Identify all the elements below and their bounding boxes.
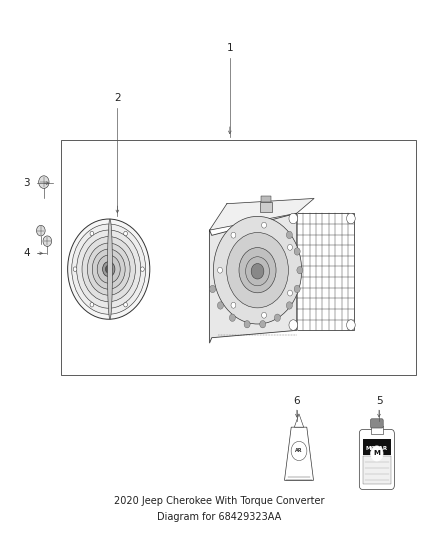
Circle shape (274, 314, 280, 321)
Text: 1: 1 (226, 43, 233, 53)
Circle shape (90, 231, 94, 236)
Circle shape (226, 232, 288, 308)
Circle shape (141, 267, 144, 271)
Text: 3: 3 (23, 178, 30, 188)
Text: MOPAR: MOPAR (366, 446, 388, 451)
Circle shape (217, 302, 223, 309)
Circle shape (73, 267, 77, 271)
Circle shape (346, 213, 355, 224)
Circle shape (239, 248, 276, 293)
Circle shape (251, 263, 264, 279)
Circle shape (67, 219, 150, 319)
Text: M: M (374, 450, 380, 456)
Text: 5: 5 (376, 396, 382, 406)
Circle shape (346, 320, 355, 330)
Circle shape (286, 231, 293, 239)
Ellipse shape (107, 219, 113, 319)
Circle shape (231, 302, 236, 308)
Bar (61, 140, 416, 375)
Circle shape (218, 267, 223, 273)
Circle shape (90, 302, 94, 307)
Circle shape (82, 237, 135, 302)
Circle shape (124, 231, 127, 236)
Text: AR: AR (295, 448, 303, 454)
Circle shape (210, 285, 215, 293)
Circle shape (77, 230, 141, 308)
Circle shape (288, 244, 293, 251)
Circle shape (246, 257, 269, 286)
Bar (363, 456, 391, 484)
Circle shape (106, 265, 112, 273)
Circle shape (36, 225, 45, 236)
Circle shape (261, 312, 266, 318)
Circle shape (261, 222, 266, 228)
Bar (363, 439, 391, 455)
Bar (371, 426, 383, 434)
Circle shape (291, 441, 307, 461)
Bar (297, 213, 354, 330)
Circle shape (288, 290, 293, 296)
Circle shape (231, 232, 236, 238)
Circle shape (289, 320, 297, 330)
Text: 2020 Jeep Cherokee With Torque Converter: 2020 Jeep Cherokee With Torque Converter (114, 496, 324, 506)
Bar (261, 196, 271, 202)
Circle shape (213, 216, 302, 324)
Text: 4: 4 (23, 248, 30, 259)
Circle shape (244, 320, 250, 328)
FancyBboxPatch shape (359, 430, 394, 489)
Circle shape (297, 266, 303, 274)
Circle shape (286, 302, 293, 309)
Circle shape (87, 243, 130, 295)
Polygon shape (294, 414, 304, 427)
Circle shape (260, 320, 266, 328)
Text: 2: 2 (114, 93, 121, 103)
Circle shape (294, 248, 300, 255)
Polygon shape (209, 198, 314, 230)
Circle shape (72, 224, 146, 314)
Circle shape (102, 262, 115, 277)
Text: Diagram for 68429323AA: Diagram for 68429323AA (157, 512, 281, 522)
Circle shape (43, 236, 52, 246)
Circle shape (230, 314, 236, 321)
FancyBboxPatch shape (371, 419, 383, 428)
Bar (260, 202, 272, 212)
Circle shape (371, 446, 383, 461)
Polygon shape (209, 213, 297, 343)
Circle shape (97, 255, 120, 283)
Polygon shape (284, 427, 314, 480)
Circle shape (248, 259, 267, 282)
Circle shape (92, 249, 125, 289)
Circle shape (294, 285, 300, 293)
Circle shape (39, 176, 49, 189)
Circle shape (289, 213, 297, 224)
Circle shape (124, 302, 127, 307)
Text: 6: 6 (293, 396, 300, 406)
